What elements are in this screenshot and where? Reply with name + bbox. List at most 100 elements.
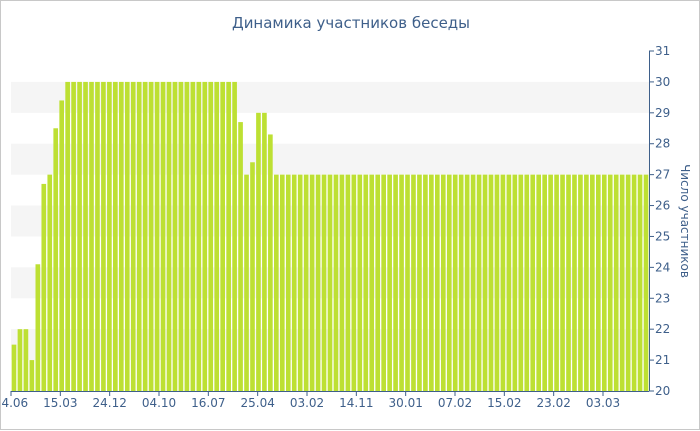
bar [95,81,100,391]
bar [464,174,470,391]
grid-band [11,143,649,175]
bar [488,174,494,391]
bar [554,174,559,391]
bar [29,360,35,391]
bar [23,329,29,391]
bar [291,174,297,391]
bar-series [11,81,649,392]
bar [178,81,184,391]
bar [601,174,607,391]
bar [172,81,178,391]
bar [196,81,202,391]
bar [83,81,88,391]
bar [590,174,595,391]
bar [118,81,124,391]
bar [363,174,369,391]
bar [595,174,601,391]
bar [411,174,416,391]
bar [226,81,231,391]
bar [268,134,273,392]
bar [130,81,136,391]
x-tick-label: 30.01 [388,396,422,410]
bar [339,174,345,391]
bar [518,174,524,391]
y-tick-label: 25 [655,229,670,243]
y-tick-label: 30 [655,75,670,89]
bar [566,174,571,391]
y-tick-label: 28 [655,137,670,151]
bar [584,174,589,391]
bar [476,174,482,391]
bar [250,162,255,391]
axes [10,50,654,396]
bar [440,174,446,391]
y-axis-label: Число участников [678,164,692,278]
bar [417,174,422,391]
bar [578,174,583,391]
bar [637,174,643,391]
bar [53,128,59,391]
bar [548,174,553,391]
bar [107,81,112,391]
x-tick-label: 03.03 [586,396,620,410]
bar [136,81,142,391]
bar [190,81,196,391]
bar [524,174,530,391]
bar [405,174,410,391]
bar [71,81,76,391]
bar [238,122,243,391]
bar [435,174,440,391]
bar [631,174,637,391]
bar [458,174,464,391]
bar [124,81,130,391]
bar [607,174,613,391]
bar [500,174,506,391]
y-tick-label: 21 [655,353,670,367]
x-tick-label: 25.04 [240,396,274,410]
bar [536,174,542,391]
bar [256,112,261,392]
bar [429,174,434,391]
y-tick-label: 31 [655,44,670,58]
y-tick-label: 27 [655,168,670,182]
bar [625,174,631,391]
bar [160,81,166,391]
bar [220,81,225,391]
bar [315,174,321,391]
bar [59,100,65,392]
bar [77,81,82,391]
x-tick-label: 15.02 [487,396,521,410]
x-tick-label: 14.11 [339,396,373,410]
bar [142,81,148,391]
y-tick-label: 26 [655,199,670,213]
x-tick-label: 03.02 [290,396,324,410]
bar [113,81,118,391]
bar [423,174,428,391]
bar [333,174,339,391]
bar [262,112,267,392]
bar [244,174,249,391]
bar [446,174,452,391]
bar [214,81,220,391]
bar [232,81,237,391]
bar [321,174,327,391]
bar [452,174,458,391]
y-tick-label: 24 [655,260,670,274]
x-tick-label: 15.03 [43,396,77,410]
bar [381,174,386,391]
bar [154,81,160,391]
bar [101,81,106,391]
bar [47,174,53,391]
bar [375,174,381,391]
bar [184,81,190,391]
bar [11,344,17,391]
bar [530,174,536,391]
bar [512,174,518,391]
x-tick-label: 24.12 [92,396,126,410]
bar [327,174,333,391]
bar [274,174,279,391]
y-tick-labels: 20 21 22 23 24 25 26 27 28 29 30 31 [655,44,670,398]
x-tick-label: 04.10 [142,396,176,410]
